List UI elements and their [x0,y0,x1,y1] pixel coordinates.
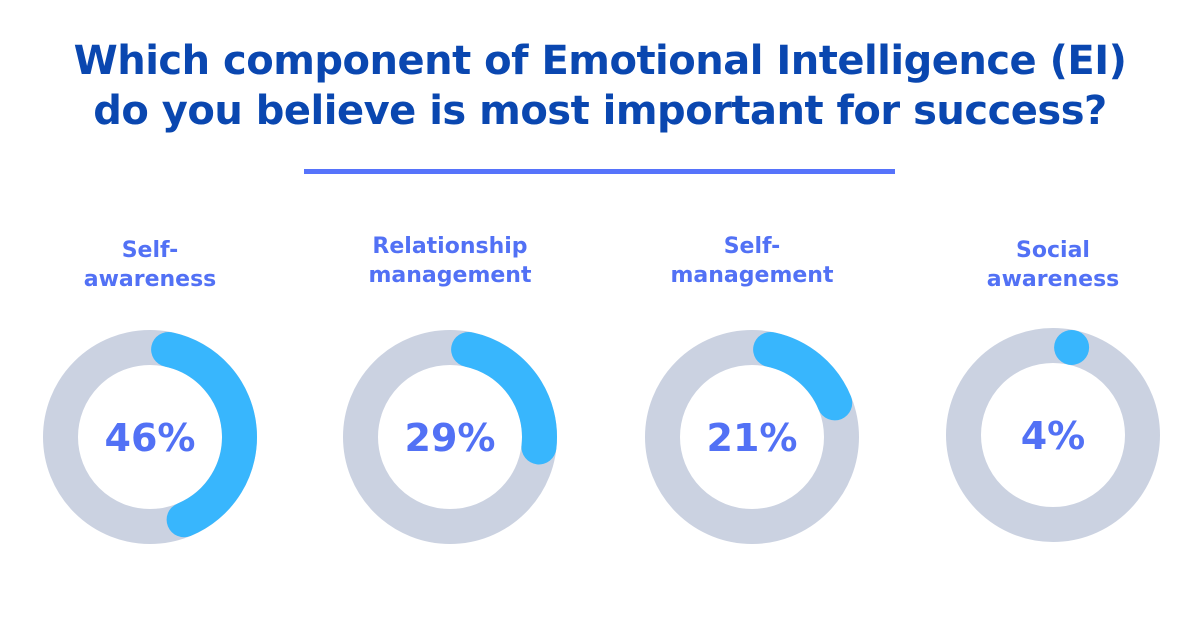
category-label-line-2: management [670,263,834,288]
percentage-value: 4% [1020,414,1086,458]
donut-value-arc [451,331,557,465]
donut-chart [645,330,859,544]
chart-title-line-1: Which component of Emotional Intelligenc… [73,38,1127,84]
category-label: Relationship management [300,232,600,290]
category-label: Social awareness [903,236,1200,294]
donut-item-social-awareness: Social awareness 4% [903,0,1200,628]
category-label-line-2: management [368,263,532,288]
donut-chart [43,330,257,544]
category-label-line-2: awareness [986,267,1120,292]
category-label-line-1: Self- [723,234,781,259]
title-divider [304,169,895,174]
category-label-line-1: Relationship [372,234,528,259]
category-label: Self- awareness [0,236,300,294]
donut-track [645,330,859,544]
chart-title: Which component of Emotional Intelligenc… [0,36,1200,136]
percentage-value: 21% [706,416,798,460]
donut-chart [343,330,557,544]
donut-item-self-management: Self- management 21% [602,0,902,628]
category-label: Self- management [602,232,902,290]
donut-value-arc [753,331,853,421]
category-label-line-2: awareness [83,267,217,292]
donut-item-self-awareness: Self- awareness 46% [0,0,300,628]
donut-value-arc [151,331,257,538]
percentage-value: 29% [404,416,496,460]
donut-item-relationship-management: Relationship management 29% [300,0,600,628]
percentage-value: 46% [104,416,196,460]
category-label-line-1: Self- [121,238,179,263]
chart-title-line-2: do you believe is most important for suc… [93,88,1107,134]
donut-track [946,328,1160,542]
donut-chart [946,328,1160,542]
category-label-line-1: Social [1016,238,1090,263]
